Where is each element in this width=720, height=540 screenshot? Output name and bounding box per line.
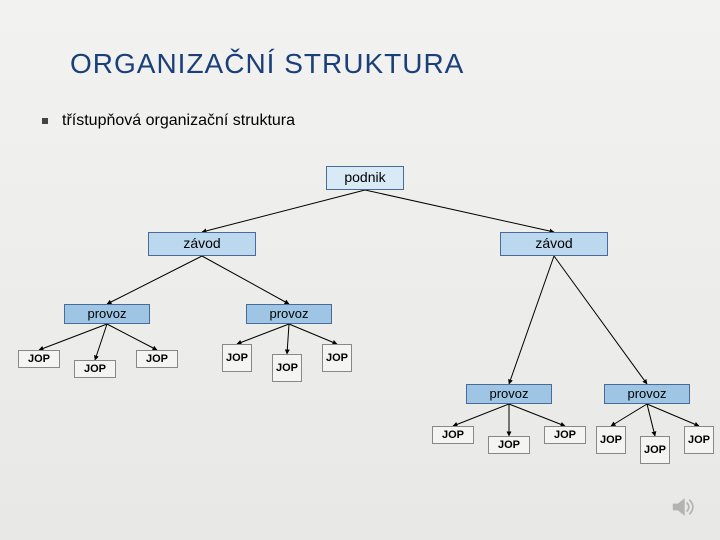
diagram-edges <box>0 0 720 540</box>
edge-p3-j3a <box>453 404 509 426</box>
node-j3b: JOP <box>488 436 530 454</box>
bullet-text: třístupňová organizační struktura <box>62 112 295 130</box>
node-j1b: JOP <box>74 360 116 378</box>
edge-z1-p2 <box>202 256 289 304</box>
node-j1c: JOP <box>136 350 178 368</box>
node-j3a: JOP <box>432 426 474 444</box>
edge-z1-p1 <box>107 256 202 304</box>
node-z1: závod <box>148 232 256 256</box>
edge-z2-p4 <box>554 256 647 384</box>
node-j2c: JOP <box>322 344 352 372</box>
node-p1: provoz <box>64 304 150 324</box>
edge-p1-j1a <box>39 324 107 350</box>
node-p3: provoz <box>466 384 552 404</box>
edge-p2-j2c <box>289 324 337 344</box>
node-j3c: JOP <box>544 426 586 444</box>
bullet-item: třístupňová organizační struktura <box>42 112 295 130</box>
node-j2b: JOP <box>272 354 302 382</box>
edge-root-z1 <box>202 190 365 232</box>
edge-p1-j1c <box>107 324 157 350</box>
page-title: ORGANIZAČNÍ STRUKTURA <box>70 48 464 80</box>
speaker-icon <box>666 490 700 524</box>
edge-root-z2 <box>365 190 554 232</box>
node-j1a: JOP <box>18 350 60 368</box>
node-root: podnik <box>326 166 404 190</box>
edge-p3-j3c <box>509 404 565 426</box>
edge-p4-j4c <box>647 404 699 426</box>
node-j4c: JOP <box>684 426 714 454</box>
edge-z2-p3 <box>509 256 554 384</box>
bullet-marker <box>42 118 48 124</box>
edge-p4-j4a <box>611 404 647 426</box>
node-z2: závod <box>500 232 608 256</box>
edge-p2-j2b <box>287 324 289 354</box>
node-j4b: JOP <box>640 436 670 464</box>
edge-p2-j2a <box>237 324 289 344</box>
edge-p1-j1b <box>95 324 107 360</box>
node-j4a: JOP <box>596 426 626 454</box>
node-j2a: JOP <box>222 344 252 372</box>
edge-p4-j4b <box>647 404 655 436</box>
node-p2: provoz <box>246 304 332 324</box>
node-p4: provoz <box>604 384 690 404</box>
